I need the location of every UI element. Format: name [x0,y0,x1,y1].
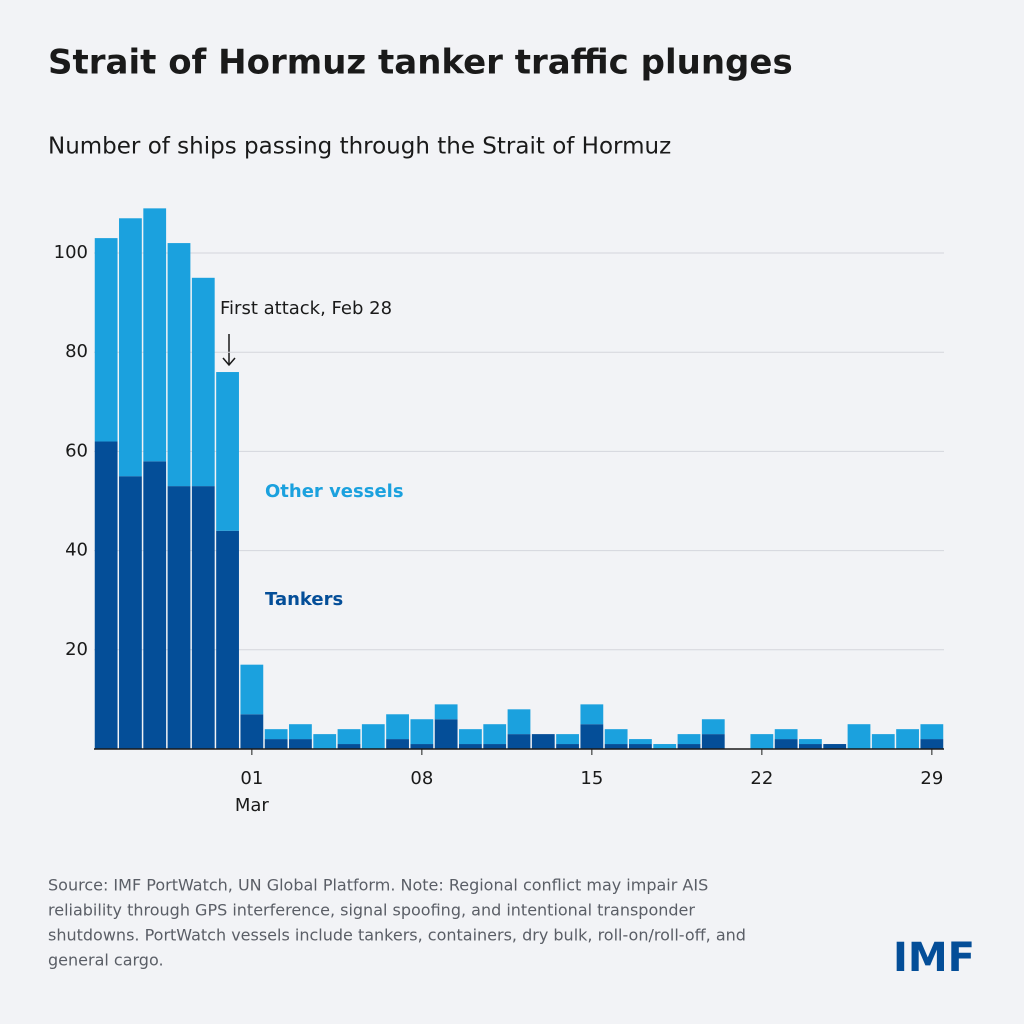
source-line: shutdowns. PortWatch vessels include tan… [48,926,746,945]
bar-segment [799,739,822,745]
bar-segment [240,664,264,715]
bar-segment [119,218,142,477]
x-tick-label: 15 [580,768,603,789]
bar-segment [264,729,288,740]
bar-segment [774,739,798,749]
source-line: reliability through GPS interference, si… [48,901,695,920]
x-tick-label: 22 [750,768,773,789]
bar-segment [143,461,167,749]
bar-segment [580,704,604,725]
bar-segment [459,744,482,749]
bar-segment [701,734,725,749]
y-tick-label: 40 [65,540,88,561]
chart-subtitle: Number of ships passing through the Stra… [48,134,671,160]
bar-segment [556,734,579,745]
bar-segment [629,744,652,749]
bar-segment [337,744,361,749]
bar-segment [167,243,191,487]
bar-segment [313,734,337,749]
bar-segment [361,724,385,749]
bar-segment [750,734,774,749]
bar-segment [896,729,919,749]
bar-segment [143,208,167,462]
bar-segment [386,714,409,740]
bar-segment [264,739,288,749]
bar-segment [604,729,628,745]
bar-segment [653,744,677,749]
bar-segment [604,744,628,749]
source-line: general cargo. [48,951,164,970]
bar-segment [191,486,215,749]
bar-segment [580,724,604,749]
bar-segment [289,739,312,749]
bar-segment [823,744,847,749]
bar-segment [434,704,458,720]
y-tick-label: 20 [65,639,88,660]
bar-segment [920,724,944,740]
bar-segment [677,734,701,745]
bar-segment [119,476,142,749]
logo: IMF [893,935,975,981]
bar-segment [483,744,507,749]
series-label: Other vessels [265,481,404,502]
bar-segment [847,724,871,749]
bar-segment [167,486,191,749]
series-label: Tankers [265,589,343,610]
bar-segment [410,744,434,749]
x-tick-label: 08 [410,768,433,789]
bar-segment [410,719,434,745]
bar-segment [629,739,652,745]
source-line: Source: IMF PortWatch, UN Global Platfor… [48,876,708,895]
bar-segment [920,739,944,749]
bar-segment [94,238,118,442]
bar-segment [216,530,239,749]
chart-title: Strait of Hormuz tanker traffic plunges [48,43,793,83]
bar-segment [386,739,409,749]
bar-segment [216,372,239,531]
bar-segment [507,709,531,735]
bar-segment [94,441,118,749]
bar-segment [556,744,579,749]
bar-segment [507,734,531,749]
bar-segment [459,729,482,745]
bar-segment [531,734,555,749]
bar-segment [701,719,725,735]
bar-segment [240,714,264,749]
bar-segment [289,724,312,740]
bar-segment [871,734,895,749]
x-tick-month: Mar [235,795,270,816]
bar-segment [774,729,798,740]
annotation: First attack, Feb 28 [220,298,392,319]
bar-segment [434,719,458,749]
annotation-arrow [222,334,236,367]
bar-segment [677,744,701,749]
bar-segment [337,729,361,745]
bar-segment [191,277,215,487]
y-tick-label: 60 [65,440,88,461]
bar-segment [799,744,822,749]
x-tick-label: 29 [920,768,943,789]
y-tick-label: 80 [65,341,88,362]
bar-segment [483,724,507,745]
y-tick-label: 100 [54,242,88,263]
x-tick-label: 01 [240,768,263,789]
